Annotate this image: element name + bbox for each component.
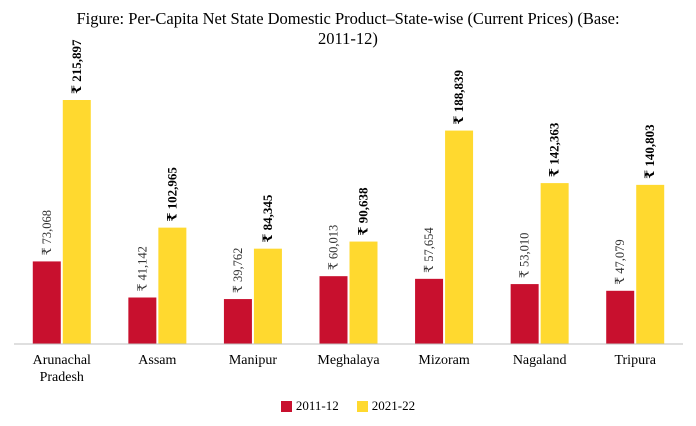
bar-2011-12-2: [223, 299, 252, 344]
legend-swatch-2011-12: [280, 400, 292, 412]
data-label-2011-12-4: ₹ 57,654: [422, 227, 436, 273]
category-label-5: Nagaland: [513, 353, 567, 368]
legend-swatch-2021-22: [356, 400, 368, 412]
bar-2021-22-2: [253, 248, 282, 344]
data-label-2011-12-5: ₹ 53,010: [518, 233, 532, 278]
data-label-2021-22-6: ₹ 140,803: [642, 124, 657, 179]
data-label-2021-22-1: ₹ 102,965: [164, 167, 179, 222]
legend-item-2021-22: 2021-22: [356, 398, 416, 414]
bar-2011-12-1: [128, 297, 157, 344]
category-label-4: Mizoram: [418, 353, 469, 368]
bar-2021-22-1: [158, 227, 187, 344]
bar-2021-22-4: [445, 130, 474, 344]
legend-label-2011-12: 2011-12: [295, 398, 339, 413]
bar-2011-12-3: [319, 276, 348, 344]
bar-2011-12-5: [510, 284, 539, 344]
data-label-2011-12-6: ₹ 47,079: [613, 239, 627, 284]
data-label-2021-22-0: ₹ 215,897: [69, 39, 84, 94]
chart-title-line-2: 2011-12): [318, 29, 378, 48]
category-label-0: Arunachal Pradesh: [33, 353, 91, 385]
bar-2011-12-4: [415, 278, 444, 344]
bar-2021-22-0: [62, 100, 91, 344]
bar-2021-22-5: [540, 183, 569, 344]
chart-title-line-1: Figure: Per-Capita Net State Domestic Pr…: [76, 9, 620, 28]
bar-2021-22-3: [349, 241, 378, 344]
category-label-1: Assam: [138, 353, 176, 368]
data-label-2011-12-2: ₹ 39,762: [231, 248, 245, 293]
data-label-2021-22-5: ₹ 142,363: [547, 122, 562, 177]
legend-label-2021-22: 2021-22: [371, 398, 416, 413]
bar-2011-12-6: [606, 290, 635, 344]
bar-2011-12-0: [32, 261, 61, 344]
data-label-2011-12-0: ₹ 73,068: [40, 210, 54, 255]
chart-title: Figure: Per-Capita Net State Domestic Pr…: [0, 9, 696, 49]
legend-item-2011-12: 2011-12: [280, 398, 339, 414]
data-label-2011-12-3: ₹ 60,013: [327, 225, 341, 270]
category-label-6: Tripura: [614, 353, 656, 368]
category-label-2: Manipur: [229, 353, 278, 368]
data-label-2021-22-3: ₹ 90,638: [356, 187, 371, 236]
data-label-2021-22-4: ₹ 188,839: [451, 70, 466, 125]
data-label-2021-22-2: ₹ 84,345: [260, 194, 275, 243]
category-label-3: Meghalaya: [317, 353, 380, 368]
bar-2021-22-6: [636, 184, 665, 344]
legend: 2011-12 2021-22: [0, 398, 696, 414]
data-label-2011-12-1: ₹ 41,142: [135, 246, 149, 291]
